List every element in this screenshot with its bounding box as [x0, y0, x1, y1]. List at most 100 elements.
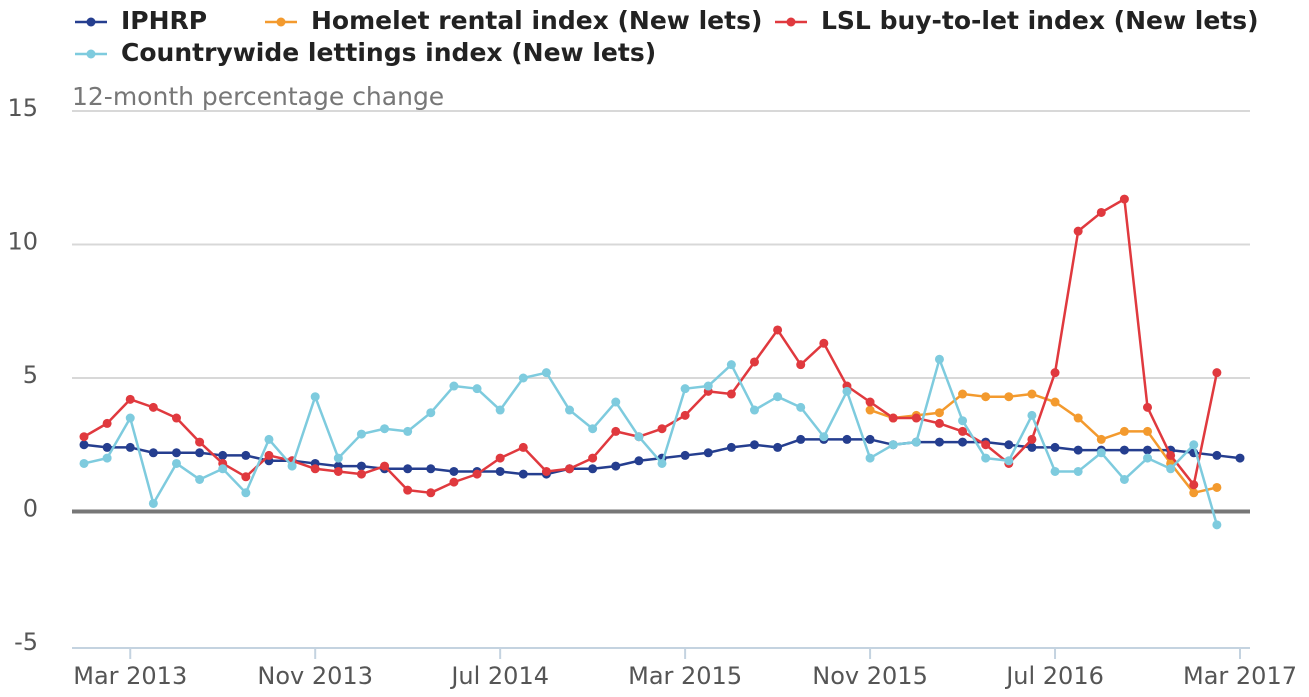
data-point — [171, 448, 181, 458]
data-point — [1189, 488, 1199, 498]
data-point — [934, 418, 944, 428]
data-point — [1189, 480, 1199, 490]
data-point — [333, 466, 343, 476]
data-point — [1166, 464, 1176, 474]
data-point — [495, 466, 505, 476]
data-point — [79, 432, 89, 442]
legend-marker — [276, 17, 286, 27]
data-point — [749, 405, 759, 415]
data-point — [1166, 450, 1176, 460]
data-point — [958, 437, 968, 447]
data-point — [1073, 445, 1083, 455]
data-point — [1073, 466, 1083, 476]
data-point — [1119, 194, 1129, 204]
x-tick-label: Mar 2015 — [628, 662, 742, 690]
data-point — [773, 392, 783, 402]
data-point — [1143, 402, 1153, 412]
data-point — [1027, 442, 1037, 452]
data-point — [842, 386, 852, 396]
data-point — [819, 338, 829, 348]
legend-label: LSL buy-to-let index (New lets) — [821, 6, 1259, 35]
data-point — [518, 373, 528, 383]
data-point — [842, 434, 852, 444]
data-point — [171, 413, 181, 423]
legend-label: Countrywide lettings index (New lets) — [121, 38, 656, 67]
data-point — [241, 472, 251, 482]
data-point — [958, 426, 968, 436]
chart-subtitle: 12-month percentage change — [72, 82, 444, 111]
data-point — [356, 461, 366, 471]
data-point — [518, 442, 528, 452]
data-point — [333, 453, 343, 463]
data-point — [1004, 392, 1014, 402]
data-point — [588, 424, 598, 434]
data-point — [1096, 434, 1106, 444]
data-point — [865, 405, 875, 415]
data-point — [1004, 440, 1014, 450]
data-point — [703, 381, 713, 391]
data-point — [565, 405, 575, 415]
data-point — [934, 408, 944, 418]
data-point — [865, 397, 875, 407]
x-tick-label: Mar 2013 — [73, 662, 187, 690]
data-point — [1119, 445, 1129, 455]
data-point — [356, 429, 366, 439]
data-point — [148, 448, 158, 458]
data-point — [565, 464, 575, 474]
data-point — [611, 397, 621, 407]
data-point — [1119, 474, 1129, 484]
data-point — [680, 450, 690, 460]
legend-label: Homelet rental index (New lets) — [311, 6, 762, 35]
data-point — [588, 464, 598, 474]
data-point — [1073, 413, 1083, 423]
data-point — [241, 450, 251, 460]
data-point — [148, 402, 158, 412]
data-point — [981, 392, 991, 402]
data-point — [888, 413, 898, 423]
legend-marker — [86, 17, 96, 27]
data-point — [102, 442, 112, 452]
data-point — [449, 477, 459, 487]
data-point — [125, 413, 135, 423]
data-point — [726, 442, 736, 452]
data-point — [1212, 450, 1222, 460]
data-point — [264, 450, 274, 460]
data-point — [426, 408, 436, 418]
y-tick-label: 15 — [7, 94, 38, 122]
data-point — [148, 498, 158, 508]
legend-marker — [86, 49, 96, 59]
data-point — [1143, 426, 1153, 436]
legend-marker — [786, 17, 796, 27]
y-tick-label: 0 — [23, 495, 38, 523]
data-point — [541, 466, 551, 476]
data-point — [1212, 482, 1222, 492]
data-point — [680, 384, 690, 394]
data-point — [703, 448, 713, 458]
data-point — [657, 424, 667, 434]
data-point — [472, 384, 482, 394]
data-point — [726, 389, 736, 399]
data-point — [634, 432, 644, 442]
data-point — [1212, 368, 1222, 378]
data-point — [403, 485, 413, 495]
data-point — [726, 360, 736, 370]
data-point — [79, 440, 89, 450]
data-point — [241, 488, 251, 498]
data-point — [1096, 448, 1106, 458]
data-point — [125, 394, 135, 404]
data-point — [79, 458, 89, 468]
data-point — [380, 461, 390, 471]
data-point — [310, 464, 320, 474]
data-point — [611, 426, 621, 436]
legend-label: IPHRP — [121, 6, 207, 35]
data-point — [773, 325, 783, 335]
data-point — [1004, 456, 1014, 466]
data-point — [495, 405, 505, 415]
series-line — [869, 392, 1218, 495]
data-point — [981, 440, 991, 450]
data-point — [911, 413, 921, 423]
data-point — [1212, 520, 1222, 530]
data-point — [518, 469, 528, 479]
data-point — [958, 389, 968, 399]
